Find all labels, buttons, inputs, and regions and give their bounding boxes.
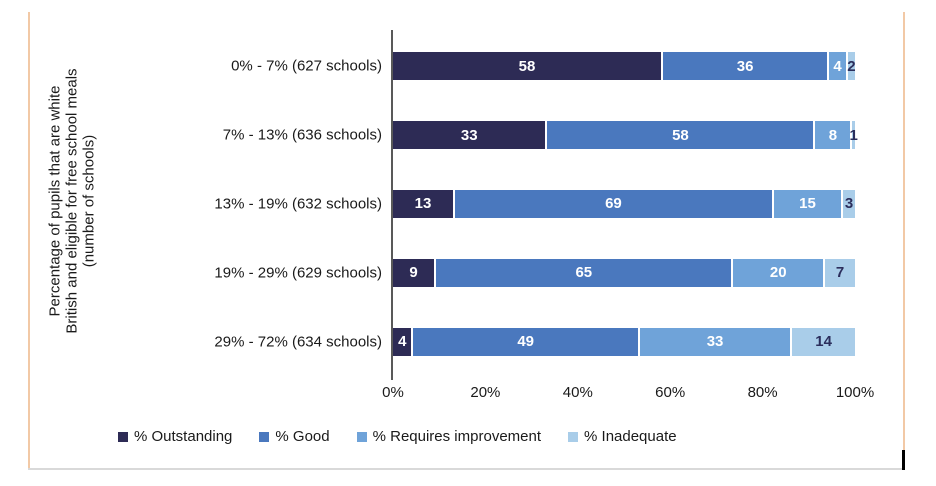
page-border-left <box>28 12 30 468</box>
x-tick-label: 20% <box>470 384 501 401</box>
bar-segment: 9 <box>393 258 435 287</box>
bar-value-label: 8 <box>828 126 838 144</box>
bar-row: 13% - 19% (632 schools) 13 69 15 3 <box>214 170 855 239</box>
bar-value-label: 33 <box>706 333 724 351</box>
bar-segment: 58 <box>545 121 814 150</box>
category-label: 0% - 7% (627 schools) <box>231 57 382 75</box>
legend-swatch <box>118 431 128 442</box>
legend-label: % Requires improvement <box>372 428 542 445</box>
bar-row: 19% - 29% (629 schools) 9 65 20 7 <box>214 238 855 307</box>
bar-segment: 49 <box>411 327 638 356</box>
bar-segment: 58 <box>393 52 661 81</box>
y-axis-line <box>391 30 393 380</box>
bar-value-label: 4 <box>398 333 407 351</box>
legend-label: % Inadequate <box>584 428 677 445</box>
bar-segment: 33 <box>393 121 546 150</box>
x-tick-label: 0% <box>382 384 404 401</box>
category-label: 19% - 29% (629 schools) <box>214 264 382 282</box>
category-label: 29% - 72% (634 schools) <box>214 333 382 351</box>
bar-segment: 8 <box>813 121 851 150</box>
bar-segment: 33 <box>637 327 791 356</box>
x-tick-label: 100% <box>835 384 875 401</box>
bar-value-label: 49 <box>517 333 534 351</box>
bar-segment: 15 <box>771 189 842 218</box>
bar-segment: 4 <box>393 327 412 356</box>
bar-segment: 36 <box>660 52 828 81</box>
legend-item: % Good <box>259 428 330 445</box>
bar-value-label: 3 <box>844 195 854 213</box>
bar-segment: 2 <box>845 52 856 81</box>
bar-segment: 7 <box>822 258 855 287</box>
stacked-bar: 13 69 15 3 <box>393 189 855 218</box>
legend-item: % Inadequate <box>568 428 677 445</box>
bar-segment: 20 <box>731 258 823 287</box>
bar-value-label: 65 <box>575 264 593 282</box>
bar-segment: 3 <box>841 189 855 218</box>
legend-item: % Outstanding <box>118 428 232 445</box>
stacked-bar: 33 58 8 1 <box>393 121 858 150</box>
bar-value-label: 20 <box>769 264 787 282</box>
bar-segment: 14 <box>790 327 855 356</box>
bar-row: 29% - 72% (634 schools) 4 49 33 14 <box>214 307 855 376</box>
x-axis: 0% 20% 40% 60% 80% 100% <box>382 384 874 404</box>
legend-swatch <box>568 431 579 442</box>
bar-value-label: 4 <box>833 57 842 75</box>
legend-item: % Requires improvement <box>356 428 542 445</box>
legend-swatch <box>356 431 367 442</box>
text-cursor-artifact <box>902 450 905 470</box>
bar-value-label: 69 <box>605 195 622 213</box>
x-tick-label: 80% <box>747 384 778 401</box>
stacked-bar: 58 36 4 2 <box>393 52 856 81</box>
bar-value-label: 2 <box>847 57 856 75</box>
x-tick-label: 60% <box>655 384 686 401</box>
stacked-bar: 4 49 33 14 <box>393 327 855 356</box>
stacked-bar: 9 65 20 7 <box>393 258 855 287</box>
bar-value-label: 15 <box>799 195 816 213</box>
bar-value-label: 9 <box>409 264 418 282</box>
category-label: 7% - 13% (636 schools) <box>222 126 382 144</box>
bar-value-label: 36 <box>736 57 754 75</box>
legend-label: % Good <box>275 428 330 445</box>
legend: % Outstanding % Good % Requires improvemen… <box>118 428 677 445</box>
bar-value-label: 1 <box>849 126 858 144</box>
bar-value-label: 7 <box>835 264 845 282</box>
bar-segment: 4 <box>827 52 846 81</box>
x-tick-label: 40% <box>562 384 593 401</box>
bar-value-label: 13 <box>414 195 432 213</box>
bar-row: 7% - 13% (636 schools) 33 58 8 1 <box>223 101 858 170</box>
bar-value-label: 58 <box>672 126 689 144</box>
page-border-bottom <box>28 468 905 470</box>
legend-label: % Outstanding <box>134 428 233 445</box>
bar-segment: 13 <box>393 189 454 218</box>
bar-row: 0% - 7% (627 schools) 58 36 4 2 <box>231 32 856 101</box>
plot-area: 0% - 7% (627 schools) 58 36 4 2 7% - 13% (636… <box>214 30 858 380</box>
y-axis-label: Percentage of pupils that are white Brit… <box>46 68 98 334</box>
legend-swatch <box>259 431 270 442</box>
bar-value-label: 14 <box>815 333 832 351</box>
category-label: 13% - 19% (632 schools) <box>214 195 382 213</box>
bar-value-label: 33 <box>460 126 478 144</box>
bar-value-label: 58 <box>518 57 536 75</box>
page-border-right <box>903 12 905 450</box>
bar-segment: 69 <box>453 189 772 218</box>
bar-segment: 65 <box>434 258 732 287</box>
bar-segment: 1 <box>849 121 858 150</box>
